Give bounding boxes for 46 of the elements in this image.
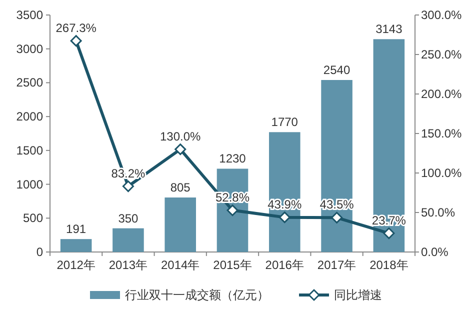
y2-tick-label: 100.0% bbox=[421, 166, 462, 180]
y2-tick-label: 300.0% bbox=[421, 8, 462, 22]
bar bbox=[269, 132, 300, 252]
y-tick-label: 1000 bbox=[16, 177, 44, 192]
x-tick-label: 2016年 bbox=[265, 258, 304, 272]
x-tick-label: 2015年 bbox=[213, 258, 252, 272]
point bbox=[122, 180, 134, 192]
legend-label: 同比增速 bbox=[334, 288, 382, 302]
data-label: 350 bbox=[118, 211, 139, 226]
point bbox=[383, 228, 395, 240]
y-tick-label: 2000 bbox=[16, 110, 44, 124]
bar bbox=[164, 197, 196, 252]
y-tick-label: 0 bbox=[36, 245, 44, 259]
bar bbox=[112, 228, 144, 252]
data-label: 2540 bbox=[323, 63, 350, 78]
bar bbox=[373, 39, 405, 252]
y-tick-label: 1500 bbox=[16, 143, 44, 158]
point bbox=[226, 204, 238, 216]
data-label: 1770 bbox=[271, 115, 298, 130]
y2-tick-label: 200.0% bbox=[421, 87, 462, 101]
point bbox=[278, 212, 290, 224]
legend-label: 行业双十一成交额（亿元） bbox=[125, 288, 269, 302]
x-tick-label: 2017年 bbox=[317, 258, 356, 272]
y2-tick-label: 150.0% bbox=[421, 126, 462, 140]
bar bbox=[60, 239, 92, 252]
data-label: 130.0% bbox=[160, 129, 202, 144]
point bbox=[70, 35, 82, 47]
y-tick-label: 500 bbox=[22, 211, 44, 226]
point bbox=[331, 212, 343, 224]
y-tick-label: 3500 bbox=[16, 8, 44, 22]
data-label: 805 bbox=[170, 180, 191, 194]
bar bbox=[321, 80, 352, 252]
x-tick-label: 2013年 bbox=[108, 258, 148, 272]
y2-tick-label: 50.0% bbox=[421, 206, 456, 220]
data-label: 3143 bbox=[376, 22, 403, 36]
point bbox=[174, 144, 186, 156]
y-tick-label: 3000 bbox=[16, 42, 44, 56]
x-tick-label: 2012年 bbox=[56, 258, 96, 272]
x-tick-label: 2014年 bbox=[161, 258, 200, 272]
y-tick-label: 2500 bbox=[16, 76, 44, 90]
y2-tick-label: 0.0% bbox=[421, 245, 449, 259]
y2-tick-label: 250.0% bbox=[421, 48, 462, 62]
data-label: 1230 bbox=[219, 152, 246, 166]
data-label: 267.3% bbox=[56, 20, 97, 35]
data-label: 191 bbox=[66, 222, 86, 236]
x-tick-label: 2018年 bbox=[370, 258, 408, 272]
